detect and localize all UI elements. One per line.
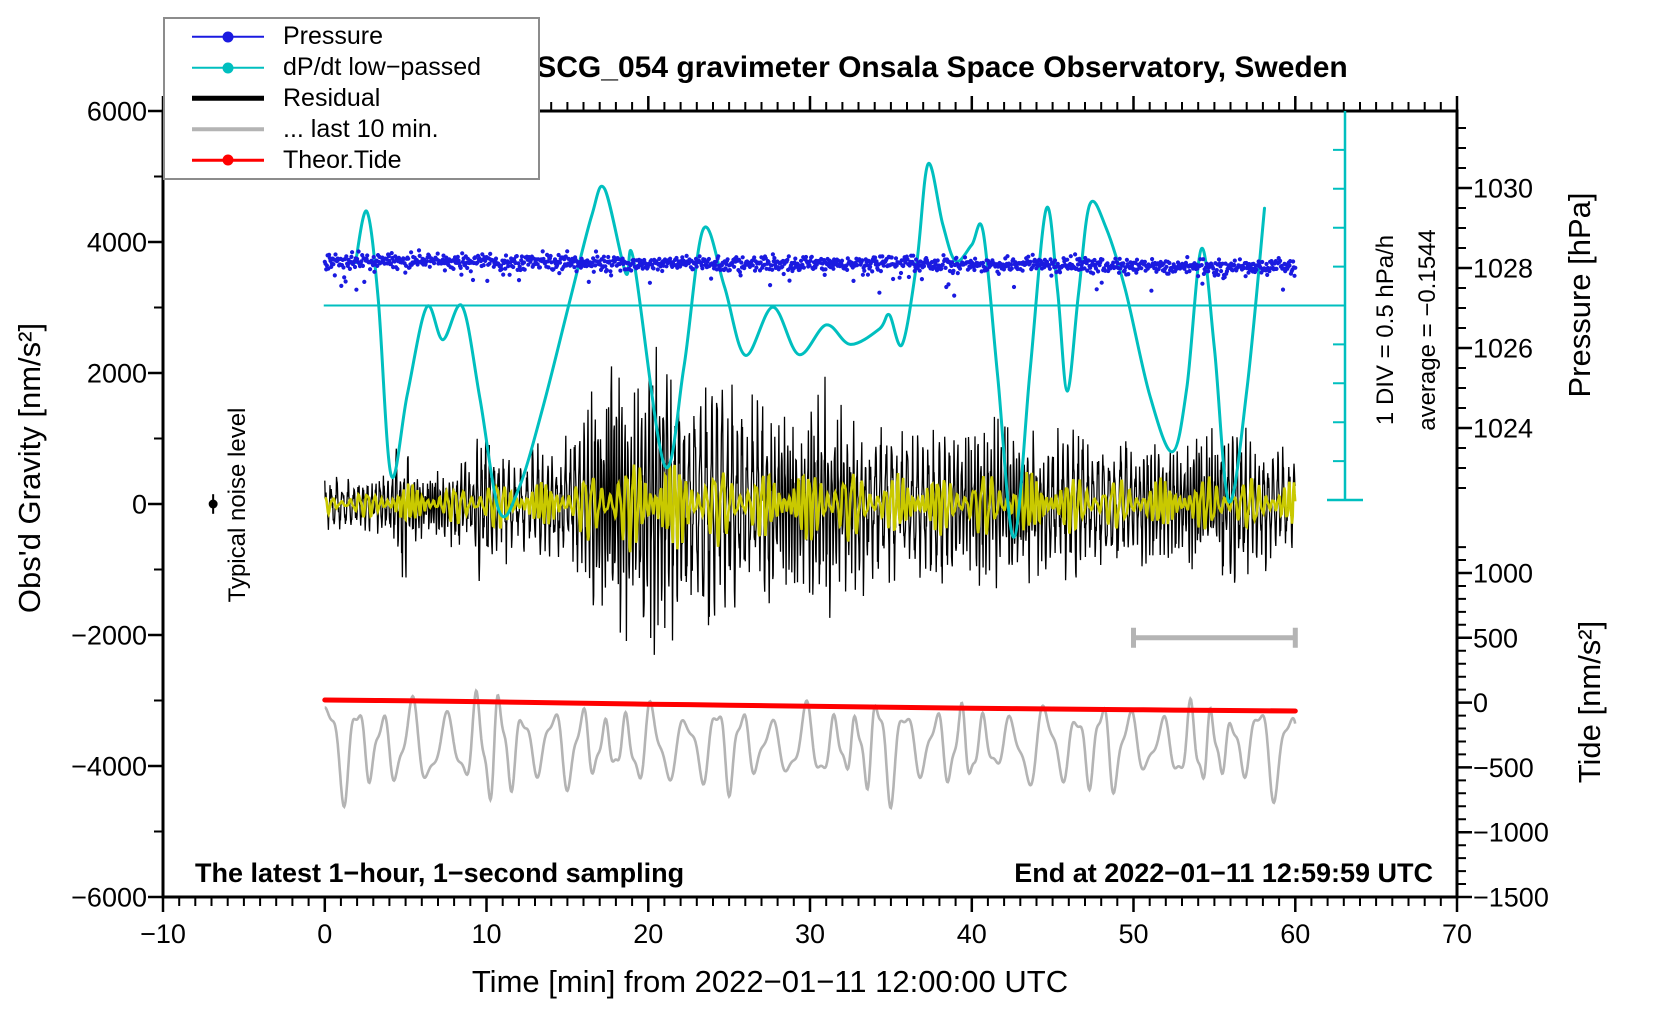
series-dpdt bbox=[354, 162, 1266, 539]
legend: Pressure dP/dt low−passed Residual... last… bbox=[163, 17, 540, 180]
y-axis-title-pressure: Pressure [hPa] bbox=[1562, 192, 1597, 398]
x-tick-label: 70 bbox=[1442, 919, 1472, 949]
series-theor-tide bbox=[322, 697, 1298, 714]
x-tick-label: 10 bbox=[471, 919, 501, 949]
gravity-tick-label: −2000 bbox=[71, 621, 147, 651]
legend-line-sample-icon bbox=[192, 61, 264, 75]
x-tick-label: 60 bbox=[1280, 919, 1310, 949]
annotation-noise-level: Typical noise level bbox=[224, 407, 251, 603]
series-residual-lowpass bbox=[324, 463, 1297, 553]
gravity-tick-label: 0 bbox=[132, 490, 147, 520]
end-time-note: End at 2022−01−11 12:59:59 UTC bbox=[1014, 858, 1433, 888]
axes bbox=[148, 96, 1472, 912]
legend-dot-icon bbox=[222, 154, 234, 166]
y-axis-title-gravity: Obs'd Gravity [nm/s²] bbox=[12, 322, 47, 614]
x-tick-label: 20 bbox=[633, 919, 663, 949]
x-tick-label: 40 bbox=[957, 919, 987, 949]
dpdt-ruler-ticks bbox=[1333, 148, 1345, 501]
annotation-div-scale: 1 DIV = 0.5 hPa/h bbox=[1372, 234, 1399, 426]
plot-frame bbox=[161, 109, 1459, 899]
y-axis-title-tide: Tide [nm/s²] bbox=[1572, 620, 1607, 784]
page-title: SCG_054 gravimeter Onsala Space Observat… bbox=[536, 51, 1348, 84]
x-tick-label: 0 bbox=[317, 919, 332, 949]
tide-tick-label: −500 bbox=[1473, 753, 1534, 783]
dpdt-scale-ruler bbox=[323, 111, 1363, 502]
tide-tick-label: −1000 bbox=[1473, 818, 1549, 848]
gravity-tick-label: −6000 bbox=[71, 883, 147, 913]
series-pressure bbox=[322, 248, 1298, 298]
annotation-average: average = −0.1544 bbox=[1414, 229, 1441, 431]
noise-level-marker bbox=[208, 494, 218, 514]
gravity-tick-label: 2000 bbox=[87, 359, 147, 389]
last10-interval-bar bbox=[1131, 627, 1298, 648]
legend-line-sample-icon bbox=[192, 153, 264, 167]
pressure-tick-label: 1028 bbox=[1473, 254, 1533, 284]
pressure-tick-label: 1030 bbox=[1473, 174, 1533, 204]
series-theor-tide bbox=[322, 697, 1298, 714]
series-residual-lowpass bbox=[324, 463, 1297, 553]
tide-tick-label: 1000 bbox=[1473, 559, 1533, 589]
legend-entry-label: Theor.Tide bbox=[283, 145, 402, 174]
tide-tick-label: 500 bbox=[1473, 623, 1518, 653]
series-last10min bbox=[324, 688, 1297, 811]
legend-row-4: Theor.Tide bbox=[165, 145, 538, 175]
gravity-tick-label: −4000 bbox=[71, 752, 147, 782]
legend-entry-label: Pressure bbox=[283, 22, 384, 51]
series-last10min bbox=[324, 688, 1297, 811]
legend-entry-label: Residual bbox=[283, 83, 381, 112]
tick-labels: −10 0 10 20 30 40 50 60 70 6000 4000 2000 0 −2000 −400… bbox=[71, 97, 1549, 950]
legend-entry-label: ... last 10 min. bbox=[283, 114, 439, 143]
x-tick-label: −10 bbox=[140, 919, 186, 949]
legend-row-2: Residual bbox=[165, 83, 538, 113]
legend-line-sample-icon bbox=[192, 122, 264, 136]
legend-row-0: Pressure bbox=[165, 22, 538, 52]
legend-entry-label: dP/dt low−passed bbox=[283, 53, 482, 82]
legend-row-1: dP/dt low−passed bbox=[165, 53, 538, 83]
legend-line-sample-icon bbox=[192, 30, 264, 44]
legend-line-sample-icon bbox=[192, 91, 264, 105]
tide-tick-label: 0 bbox=[1473, 688, 1488, 718]
x-axis-title: Time [min] from 2022−01−11 12:00:00 UTC bbox=[471, 964, 1069, 999]
gravity-tick-label: 4000 bbox=[87, 228, 147, 258]
interval-bar bbox=[1131, 627, 1298, 648]
gravity-tick-label: 6000 bbox=[87, 97, 147, 127]
sampling-note: The latest 1−hour, 1−second sampling bbox=[195, 858, 685, 888]
legend-row-3: ... last 10 min. bbox=[165, 114, 538, 144]
legend-dot-icon bbox=[222, 31, 234, 43]
series-dpdt bbox=[354, 162, 1266, 539]
x-tick-label: 50 bbox=[1118, 919, 1148, 949]
legend-dot-icon bbox=[222, 62, 234, 74]
series-pressure-dots bbox=[322, 248, 1298, 298]
noise-dot bbox=[208, 499, 218, 509]
pressure-tick-label: 1024 bbox=[1473, 414, 1533, 444]
pressure-tick-label: 1026 bbox=[1473, 334, 1533, 364]
tide-tick-label: −1500 bbox=[1473, 883, 1549, 913]
x-tick-label: 30 bbox=[795, 919, 825, 949]
